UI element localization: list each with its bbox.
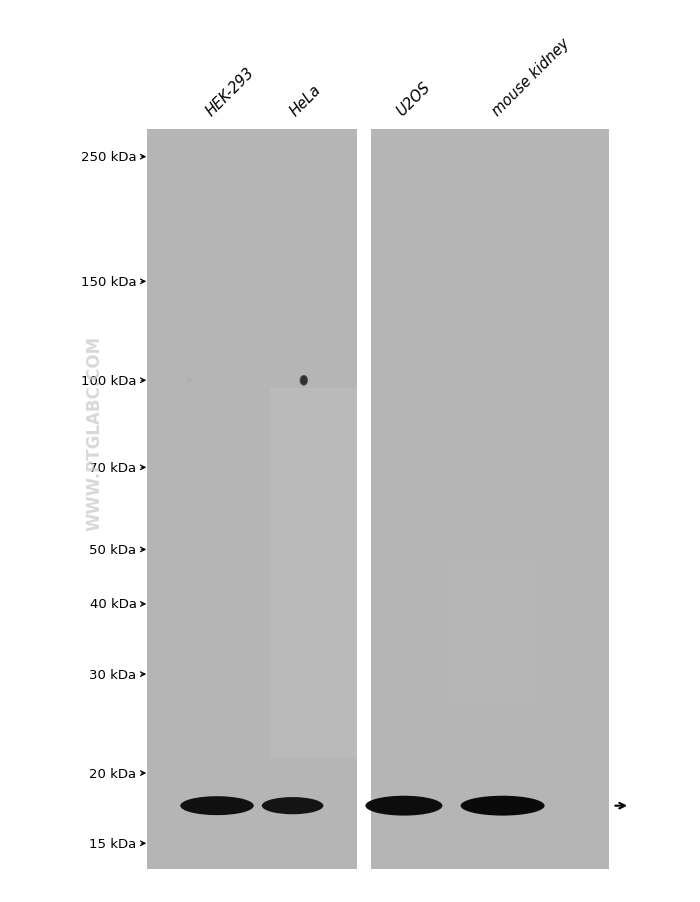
Bar [448,558,532,706]
Ellipse shape [365,796,442,815]
Bar [371,130,609,869]
Text: HeLa: HeLa [287,82,324,119]
Text: HEK-293: HEK-293 [203,65,257,119]
Text: 30 kDa: 30 kDa [90,667,136,681]
Text: 250 kDa: 250 kDa [81,151,136,164]
Ellipse shape [262,797,323,815]
Ellipse shape [181,796,253,815]
Text: WWW.PTGLABC.COM: WWW.PTGLABC.COM [85,336,104,530]
Ellipse shape [300,376,308,386]
Ellipse shape [461,796,545,815]
Bar [147,130,357,869]
Text: 15 kDa: 15 kDa [90,837,136,850]
Text: 50 kDa: 50 kDa [90,543,136,557]
Text: 150 kDa: 150 kDa [81,275,136,289]
Text: U2OS: U2OS [393,79,433,119]
Bar [270,389,357,759]
Text: 70 kDa: 70 kDa [90,461,136,474]
Text: mouse kidney: mouse kidney [490,36,573,119]
Text: 100 kDa: 100 kDa [81,374,136,387]
Text: 40 kDa: 40 kDa [90,598,136,611]
Text: 20 kDa: 20 kDa [90,767,136,779]
